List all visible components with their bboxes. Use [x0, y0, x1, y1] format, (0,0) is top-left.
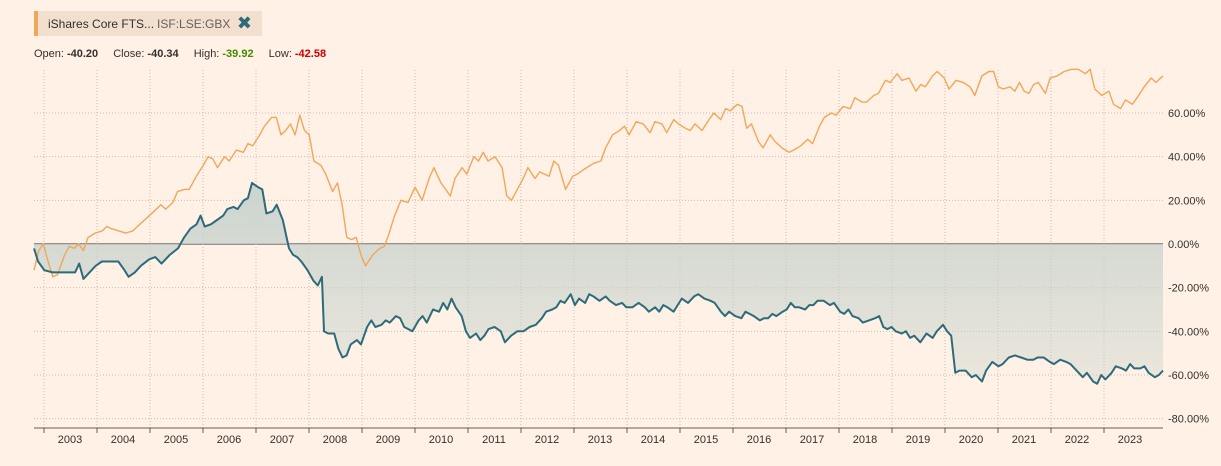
close-value: -40.34: [147, 48, 179, 60]
y-tick-label: -40.00%: [1168, 326, 1209, 338]
x-tick-label: 2005: [164, 434, 188, 446]
x-tick-label: 2022: [1065, 434, 1089, 446]
x-tick-label: 2008: [323, 434, 347, 446]
x-tick-label: 2012: [535, 434, 559, 446]
close-label: Close:: [113, 48, 145, 60]
legend-name: iShares Core FTS...: [48, 16, 155, 31]
x-tick-label: 2016: [747, 434, 771, 446]
y-axis: -80.00% -60.00% -40.00% -20.00% 0.00% 20.00% 4…: [1168, 108, 1209, 426]
x-tick-label: 2011: [482, 434, 506, 446]
x-tick-label: 2009: [376, 434, 400, 446]
low-label: Low:: [268, 48, 292, 60]
x-tick-label: 2007: [270, 434, 294, 446]
open-value: -40.20: [66, 48, 99, 60]
y-tick-label: 0.00%: [1168, 239, 1199, 251]
y-tick-label: -20.00%: [1168, 283, 1209, 295]
close-x-icon[interactable]: ✖: [236, 13, 252, 33]
area-layer: [34, 182, 1163, 384]
x-tick-label: 2019: [906, 434, 930, 446]
high-label: High:: [193, 48, 220, 60]
x-tick-label: 2021: [1012, 434, 1036, 446]
x-tick-label: 2006: [217, 434, 241, 446]
x-tick-label: 2014: [641, 434, 665, 446]
y-tick-label: 60.00%: [1168, 108, 1206, 120]
open-label: Open:: [34, 48, 64, 60]
high-value: -39.92: [222, 48, 254, 60]
x-tick-label: 2015: [694, 434, 718, 446]
x-tick-label: 2018: [853, 434, 877, 446]
y-tick-label: -80.00%: [1168, 414, 1209, 426]
ohlc-readout: Open: -40.20 Close: -40.34 High: -39.92 Low…: [34, 48, 338, 60]
legend-chip[interactable]: iShares Core FTS... ISF:LSE:GBX ✖: [34, 11, 262, 36]
x-tick-label: 2003: [58, 434, 82, 446]
y-tick-label: -60.00%: [1168, 370, 1209, 382]
series-area-fill: [34, 182, 1163, 384]
low-value: -42.58: [294, 48, 327, 60]
series-line-comparison[interactable]: [33, 68, 1164, 278]
x-tick-label: 2010: [429, 434, 453, 446]
x-tick-label: 2004: [111, 434, 135, 446]
x-axis: 2003 2004 2005 2006 2007 2008 2009 2010 2011 2012…: [34, 427, 1163, 446]
x-tick-label: 2023: [1118, 434, 1142, 446]
x-tick-label: 2020: [959, 434, 983, 446]
x-tick-label: 2017: [800, 434, 824, 446]
line-layer: [33, 68, 1164, 385]
y-tick-label: 40.00%: [1168, 152, 1206, 164]
y-tick-label: 20.00%: [1168, 195, 1206, 207]
series-line-primary[interactable]: [33, 181, 1164, 385]
x-tick-label: 2013: [588, 434, 612, 446]
legend-symbol: ISF:LSE:GBX: [157, 16, 231, 31]
